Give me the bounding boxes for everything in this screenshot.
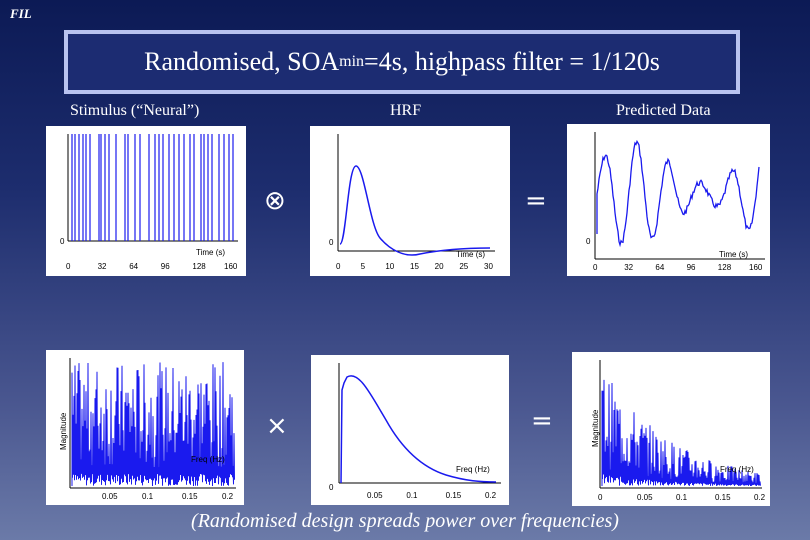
predicted-xlabel: Time (s) xyxy=(719,250,748,259)
label-predicted: Predicted Data xyxy=(616,102,711,119)
stimulus-spectrum-tick-1: 0.1 xyxy=(142,492,154,501)
stimulus-tick-4: 128 xyxy=(192,262,206,271)
predicted-tick-4: 128 xyxy=(718,263,732,272)
hrf-spectrum-tick-3: 0.2 xyxy=(485,491,497,500)
label-stimulus: Stimulus (“Neural”) xyxy=(70,102,200,119)
title-suffix: =4s, highpass filter = 1/120s xyxy=(364,47,660,76)
predicted-zero: 0 xyxy=(586,237,591,246)
stimulus-xlabel: Time (s) xyxy=(196,248,225,257)
predicted-spectrum-tick-0: 0 xyxy=(598,493,603,502)
predicted-tick-2: 64 xyxy=(655,263,664,272)
stimulus-spectrum-ylabel: Magnitude xyxy=(59,412,68,450)
stimulus-spectrum-trace xyxy=(71,362,235,487)
predicted-spectrum-tick-3: 0.15 xyxy=(715,493,731,502)
caption: (Randomised design spreads power over fr… xyxy=(191,510,619,532)
predicted-spectrum-tick-4: 0.2 xyxy=(754,493,766,502)
hrf-spectrum-tick-1: 0.1 xyxy=(406,491,418,500)
hrf-curve xyxy=(339,165,491,256)
hrf-spectrum-xlabel: Freq (Hz) xyxy=(456,465,490,474)
hrf-spectrum-tick-0: 0.05 xyxy=(367,491,383,500)
stimulus-tick-2: 64 xyxy=(129,262,138,271)
hrf-spectrum-zero: 0 xyxy=(329,483,334,492)
title-prefix: Randomised, SOA xyxy=(144,47,340,76)
equals-operator-top: = xyxy=(525,186,547,216)
hrf-tick-6: 30 xyxy=(484,262,493,271)
stimulus-spectrum-note: Freq (Hz) xyxy=(191,455,225,464)
stimulus-tick-5: 160 xyxy=(224,262,238,271)
hrf-zero: 0 xyxy=(329,238,334,247)
predicted-spectrum-tick-1: 0.05 xyxy=(637,493,653,502)
stimulus-tick-0: 0 xyxy=(66,262,71,271)
convolve-operator: ⊗ xyxy=(264,186,286,216)
stimulus-spectrum-tick-2: 0.15 xyxy=(182,492,198,501)
hrf-spectrum-plot: 0 Freq (Hz) 0.05 0.1 0.15 0.2 xyxy=(311,355,509,505)
label-hrf: HRF xyxy=(390,102,422,119)
predicted-spectrum-plot: Magnitude Freq (Hz) 0 0.05 0.1 0.15 0.2 xyxy=(572,352,770,506)
slide-title: Randomised, SOA min =4s, highpass filter =… xyxy=(64,30,740,94)
multiply-operator: × xyxy=(266,411,288,441)
predicted-tick-0: 0 xyxy=(593,263,598,272)
hrf-plot: 0 Time (s) 0 5 10 15 20 25 30 xyxy=(310,126,510,276)
title-subscript: min xyxy=(339,53,365,70)
hrf-tick-1: 5 xyxy=(361,262,366,271)
hrf-tick-5: 25 xyxy=(459,262,468,271)
predicted-spectrum-tick-2: 0.1 xyxy=(676,493,688,502)
fil-logo: FIL xyxy=(10,6,32,21)
predicted-plot: 0 Time (s) 0 32 64 96 128 160 xyxy=(567,124,770,276)
hrf-tick-0: 0 xyxy=(336,262,341,271)
predicted-tick-5: 160 xyxy=(749,263,763,272)
stimulus-spectrum-tick-0: 0.05 xyxy=(102,492,118,501)
predicted-tick-1: 32 xyxy=(624,263,633,272)
predicted-spectrum-trace xyxy=(601,379,761,487)
stimulus-tick-1: 32 xyxy=(98,262,107,271)
stimulus-plot: 0 Time (s) 0 32 64 96 128 160 xyxy=(46,126,246,276)
predicted-tick-3: 96 xyxy=(687,263,696,272)
predicted-spectrum-ylabel: Magnitude xyxy=(591,409,600,447)
predicted-curve xyxy=(596,139,760,248)
hrf-tick-4: 20 xyxy=(435,262,444,271)
hrf-xlabel: Time (s) xyxy=(456,250,485,259)
stimulus-zero: 0 xyxy=(60,237,65,246)
hrf-spectrum-curve xyxy=(340,375,497,484)
predicted-spectrum-xlabel: Freq (Hz) xyxy=(720,465,754,474)
stimulus-tick-3: 96 xyxy=(161,262,170,271)
hrf-tick-2: 10 xyxy=(385,262,394,271)
stimulus-spectrum-tick-3: 0.2 xyxy=(222,492,234,501)
equals-operator-bottom: = xyxy=(531,406,553,436)
hrf-spectrum-tick-2: 0.15 xyxy=(446,491,462,500)
hrf-tick-3: 15 xyxy=(410,262,419,271)
stimulus-spectrum-plot: Magnitude Freq (Hz) 0.05 0.1 0.15 0.2 xyxy=(46,350,244,505)
